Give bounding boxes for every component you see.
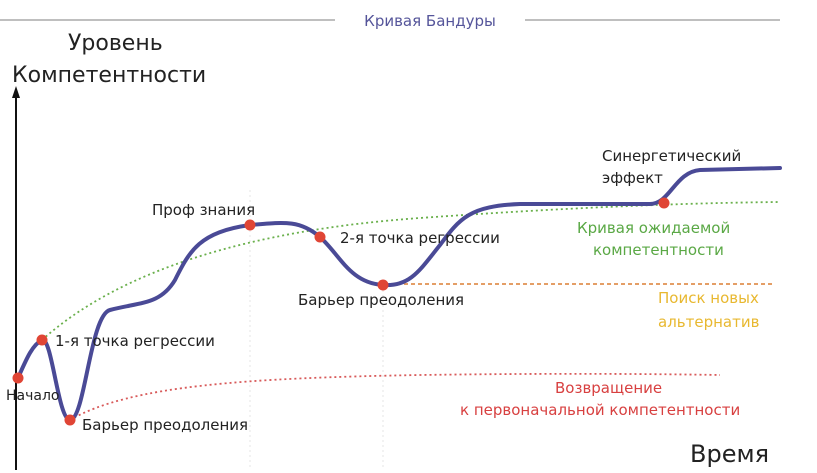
point [377, 279, 389, 291]
curve-label: Возвращение [555, 379, 662, 397]
x-axis-label: Время [690, 440, 769, 468]
point-label: Проф знания [152, 201, 255, 219]
point-label: Барьер преодоления [298, 291, 464, 309]
point [244, 219, 256, 231]
point-label: эффект [602, 169, 663, 187]
expected-curve [41, 201, 781, 341]
curve-label: альтернатив [658, 313, 759, 331]
point-label: Начало [6, 388, 59, 404]
y-axis-label: Компетентности [12, 63, 206, 88]
point [12, 372, 24, 384]
point-label: Барьер преодоления [82, 416, 248, 434]
point-label: 1-я точка регрессии [55, 332, 215, 350]
curve-label: компетентности [593, 241, 724, 259]
point [36, 334, 48, 346]
curve-label: Кривая ожидаемой [577, 219, 730, 237]
point-label: Синергетический [602, 147, 741, 165]
title: Кривая Бандуры [364, 12, 496, 30]
y-axis-arrow [12, 86, 20, 98]
y-axis-label: Уровень [68, 31, 163, 56]
curve-label: Поиск новых [658, 289, 759, 307]
point [658, 197, 670, 209]
point [64, 414, 76, 426]
point-label: 2-я точка регрессии [340, 229, 500, 247]
return-curve [69, 372, 721, 421]
curve-label: к первоначальной компетентности [460, 401, 740, 419]
point [314, 231, 326, 243]
